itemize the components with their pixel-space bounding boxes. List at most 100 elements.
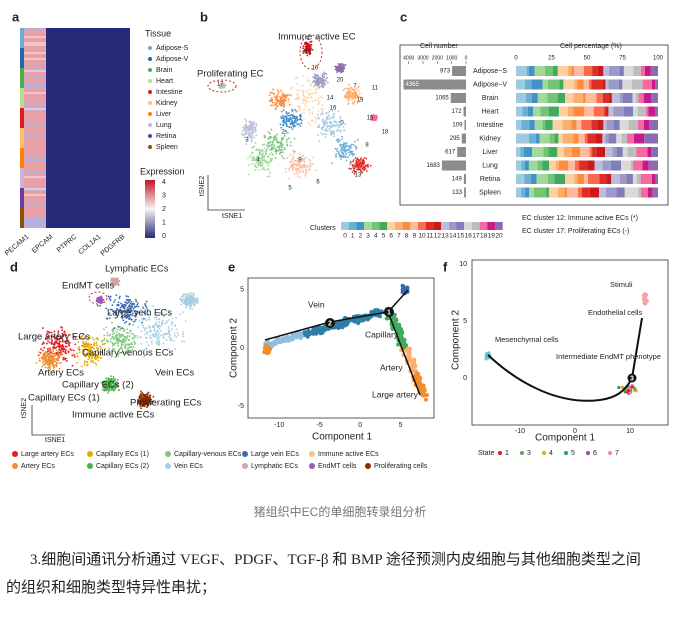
tissue-strip (20, 150, 24, 152)
cell-dot (282, 116, 284, 119)
category-label: Adipose−V (473, 81, 507, 88)
cell-dot (167, 319, 170, 321)
tissue-strip (20, 202, 24, 204)
cell-dot (617, 385, 621, 390)
caption: 猪组织中EC的单细胞转录组分析 (253, 505, 427, 519)
cell-dot (355, 162, 358, 165)
cell-dot (309, 123, 312, 126)
tissue-strip (20, 212, 24, 214)
cell-dot (248, 127, 251, 129)
stack-segment (632, 93, 636, 103)
cell-dot (108, 348, 110, 350)
cell-dot (174, 334, 177, 337)
value-label: 617 (445, 150, 456, 156)
heatmap-cell (24, 142, 46, 144)
heatmap-cell (24, 168, 46, 170)
cell-dot (291, 116, 294, 119)
cell-dot (112, 347, 114, 350)
stack-segment (516, 147, 521, 157)
cell-dot (54, 360, 57, 363)
cell-dot (165, 339, 168, 341)
cell-dot (49, 349, 52, 352)
stack-segment (574, 160, 580, 171)
cell-dot (317, 80, 320, 83)
cell-dot (358, 100, 361, 102)
cell-dot (168, 335, 171, 338)
cluster-label: 4 (256, 158, 260, 164)
value-label: 133 (452, 190, 463, 196)
cell-dot (276, 145, 279, 148)
legend-label: 5 (571, 450, 575, 457)
cell-dot (112, 330, 115, 333)
heatmap-cell (24, 160, 46, 162)
cell-dot (254, 169, 257, 172)
cell-dot (310, 165, 313, 167)
tissue-strip (20, 132, 24, 134)
cell-dot (363, 316, 368, 321)
legend-swatch (148, 90, 152, 94)
cell-dot (158, 344, 161, 346)
cell-dot (318, 100, 321, 103)
cell-dot (131, 337, 134, 340)
heatmap-cell (24, 126, 46, 128)
cell-dot (284, 129, 287, 132)
stack-segment (529, 187, 534, 198)
heatmap-cell (24, 156, 46, 158)
stack-segment (632, 174, 637, 184)
cell-dot (83, 350, 86, 353)
cell-dot (296, 94, 299, 97)
cell-dot (93, 342, 95, 344)
legend-label: Large artery ECs (21, 451, 74, 458)
x-tick-label: 0 (514, 56, 518, 62)
stack-segment (516, 133, 529, 144)
gene-label: PDGFRB (100, 233, 127, 257)
cell-dot (149, 394, 152, 397)
cell-dot (280, 139, 283, 142)
cluster-annotation: EndMT cells (62, 281, 114, 292)
tissue-strip (20, 152, 24, 154)
cell-dot (315, 82, 317, 85)
cell-dot (324, 129, 326, 132)
cell-dot (142, 326, 145, 328)
cell-dot (351, 154, 354, 157)
cell-dot (284, 96, 287, 99)
stack-segment (516, 66, 527, 76)
cell-dot (277, 149, 280, 152)
cell-dot (290, 126, 293, 129)
cell-dot (351, 164, 354, 167)
cell-dot (347, 90, 350, 93)
cell-dot (49, 356, 52, 359)
cluster-annotation: Large artery ECs (18, 332, 90, 343)
stack-segment (567, 187, 579, 198)
cell-dot (46, 350, 49, 353)
tissue-strip (20, 56, 24, 58)
cell-dot (269, 158, 272, 161)
category-label: Kidney (479, 135, 501, 142)
cell-dot (283, 120, 286, 123)
cell-dot (77, 347, 79, 350)
cell-dot (113, 343, 116, 346)
legend-label: 16 (465, 233, 473, 240)
cell-dot (343, 129, 346, 132)
branch-label: 2 (328, 320, 332, 327)
stack-segment (521, 160, 525, 171)
cell-dot (339, 129, 342, 132)
stack-segment (577, 174, 584, 184)
legend-label: Retina (156, 133, 176, 140)
cell-dot (334, 65, 336, 68)
cell-dot (219, 86, 222, 88)
cell-dot (278, 152, 281, 155)
cell-dot (289, 154, 292, 156)
cell-dot (325, 78, 327, 80)
cell-dot (155, 334, 158, 336)
cell-dot (157, 330, 160, 333)
cell-dot (175, 317, 177, 319)
legend-label: Adipose-V (156, 56, 189, 63)
cell-dot (190, 292, 193, 295)
cell-dot (344, 322, 349, 327)
cell-dot (354, 95, 357, 98)
cell-dot (299, 171, 302, 174)
cell-dot (327, 111, 329, 114)
cell-dot (302, 117, 305, 120)
cell-dot (295, 110, 298, 113)
